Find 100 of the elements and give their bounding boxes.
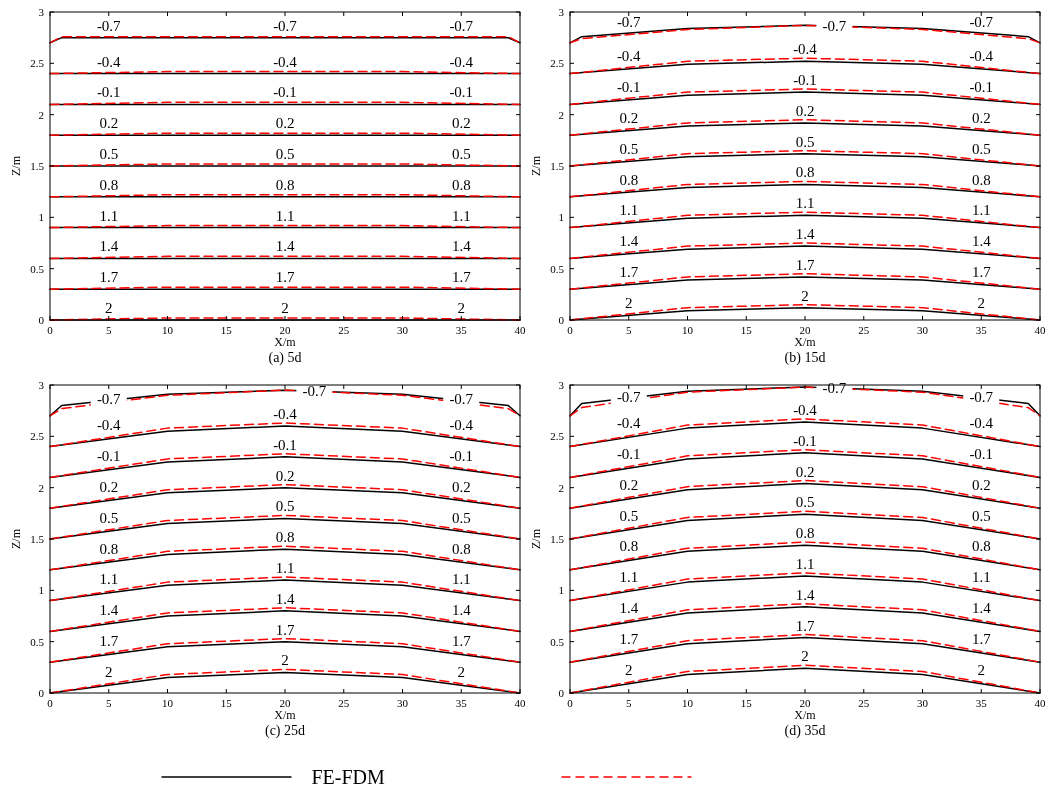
annotation: 0.2 (795, 102, 815, 119)
annotation: 0.5 (275, 145, 295, 162)
y-tick-label: 0.5 (550, 635, 565, 648)
annotation: 1.7 (451, 632, 472, 649)
annotation: 0.2 (619, 110, 639, 127)
y-tick-label: 1 (38, 211, 44, 224)
x-tick-label: 10 (162, 697, 174, 709)
x-tick-label: 35 (455, 697, 468, 709)
annotation: 1.1 (971, 569, 991, 586)
annotation: -0.4 (969, 415, 994, 432)
y-tick-label: 2.5 (550, 57, 565, 70)
y-tick-label: 2 (558, 108, 564, 121)
annotation: 1.1 (99, 207, 119, 224)
annotation: -0.7 (822, 380, 847, 397)
y-axis-title: Z/m (529, 155, 543, 176)
annotation: 1.4 (99, 238, 119, 255)
annotation: 0.8 (275, 529, 295, 546)
annotation: 0.2 (99, 478, 119, 495)
annotation: -0.1 (969, 79, 994, 96)
annotation: 0.2 (99, 115, 119, 132)
x-tick-label: 30 (917, 324, 929, 336)
annotation: 0.2 (795, 463, 815, 480)
annotation: 0.8 (275, 176, 295, 193)
x-tick-label: 30 (397, 697, 409, 709)
annotation: 1.7 (275, 621, 295, 638)
x-axis-title: X/m (274, 335, 297, 349)
annotation: 1.7 (619, 264, 639, 281)
annotation: 0.2 (451, 115, 471, 132)
x-tick-label: 35 (455, 324, 468, 336)
x-tick-label: 35 (975, 697, 988, 709)
y-tick-label: 0 (38, 686, 45, 699)
annotation: 0.5 (795, 133, 815, 150)
annotation: -0.4 (616, 415, 642, 432)
annotation: 1.1 (619, 202, 639, 219)
annotation: 1.1 (971, 202, 991, 219)
y-tick-label: 2.5 (30, 57, 45, 70)
x-tick-label: 15 (220, 324, 233, 336)
x-tick-label: 15 (220, 697, 233, 709)
annotation: 0.5 (795, 494, 815, 511)
x-tick-label: 40 (1034, 697, 1046, 709)
annotation: 0.2 (971, 110, 991, 127)
annotation: -0.1 (969, 446, 994, 463)
y-tick-label: 1 (558, 211, 564, 224)
text: (d) 35d (784, 723, 826, 739)
annotation: -0.4 (449, 417, 474, 434)
annotation: -0.7 (822, 18, 847, 35)
annotation: 0.8 (451, 540, 471, 557)
text: (b) 15d (784, 350, 826, 366)
y-tick-label: 2 (38, 481, 44, 494)
x-tick-label: 20 (279, 324, 291, 336)
x-tick-label: 5 (106, 697, 112, 709)
annotation: -0.7 (969, 389, 994, 406)
annotation: 0.8 (971, 171, 991, 188)
y-tick-label: 1.5 (550, 532, 565, 545)
annotation: -0.1 (273, 84, 297, 101)
x-tick-label: 35 (975, 324, 988, 336)
annotation: 0.2 (275, 115, 295, 132)
annotation: 1.4 (971, 233, 992, 250)
annotation: 2 (457, 663, 465, 680)
y-tick-label: 2 (38, 108, 44, 121)
annotation: -0.7 (449, 391, 474, 408)
y-tick-label: 0.5 (30, 635, 45, 648)
annotation: 1.1 (451, 207, 471, 224)
annotation: 2 (977, 294, 985, 311)
x-tick-label: 0 (567, 697, 574, 709)
x-tick-label: 20 (799, 324, 811, 336)
annotation: 0.8 (619, 171, 639, 188)
x-axis-title: X/m (794, 335, 817, 349)
annotation: 0.2 (971, 476, 991, 493)
annotation: 0.8 (451, 176, 471, 193)
y-tick-label: 1.5 (30, 159, 45, 172)
annotation: 1.1 (275, 207, 295, 224)
annotation: 1.7 (451, 269, 472, 286)
annotation: 1.7 (795, 617, 815, 634)
annotation: 0.5 (99, 509, 119, 526)
y-tick-label: 3 (38, 378, 45, 391)
y-tick-label: 0.5 (30, 262, 45, 275)
y-tick-label: 0 (38, 313, 45, 326)
annotation: -0.4 (969, 48, 994, 65)
y-tick-label: 2.5 (30, 430, 45, 443)
annotation: 0.2 (275, 467, 295, 484)
annotation: 1.7 (99, 269, 119, 286)
annotation: -0.4 (96, 417, 122, 434)
annotation: -0.1 (793, 432, 817, 449)
annotation: 2 (801, 287, 809, 304)
annotation: 1.4 (451, 602, 472, 619)
annotation: -0.7 (449, 17, 474, 34)
annotation: 2 (281, 299, 289, 316)
x-tick-label: 40 (514, 697, 526, 709)
annotation: 0.5 (971, 507, 991, 524)
x-tick-label: 10 (162, 324, 174, 336)
annotation: 0.5 (451, 509, 471, 526)
y-axis-title: Z/m (529, 528, 543, 549)
annotation: 1.1 (619, 569, 639, 586)
annotation: 1.1 (795, 195, 815, 212)
annotation: -0.1 (96, 84, 121, 101)
annotation: -0.7 (273, 17, 298, 34)
x-axis-title: X/m (274, 708, 297, 722)
annotation: 1.4 (619, 233, 639, 250)
annotation: 1.1 (451, 571, 471, 588)
